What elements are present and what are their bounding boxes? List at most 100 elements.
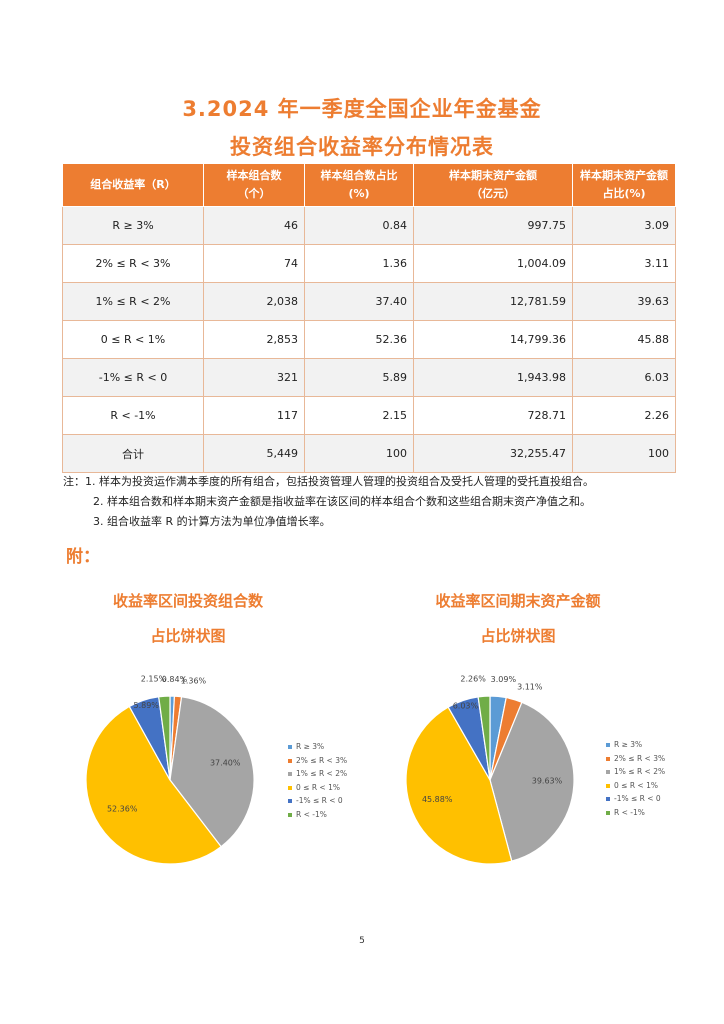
table-row: R < -1% 117 2.15 728.71 2.26: [62, 396, 676, 435]
table-cell: -1% ≤ R < 0: [62, 358, 204, 397]
table-cell: 5.89: [304, 358, 414, 397]
pie1-legend-label: 1% ≤ R < 2%: [296, 769, 348, 778]
table-cell: 37.40: [304, 282, 414, 321]
table-cell: 2.26: [572, 396, 676, 435]
pie2-data-label-4: 6.03%: [453, 702, 479, 711]
table-cell: 1,004.09: [413, 244, 573, 283]
table-cell: 45.88: [572, 320, 676, 359]
header-asset-share-text: 样本期末资产金额 占比(%): [580, 169, 668, 200]
pie1-slice-2: [169, 696, 255, 848]
table-cell: 1% ≤ R < 2%: [62, 282, 204, 321]
pie1-legend-item: 1% ≤ R < 2%: [288, 767, 347, 781]
pie1-data-label-5: 2.15%: [141, 675, 167, 684]
chart2-title-line2: 占比饼状图: [480, 627, 556, 645]
table-cell: 52.36: [304, 320, 414, 359]
pie2-slice-2: [489, 701, 575, 862]
pie1-legend-item: 2% ≤ R < 3%: [288, 754, 347, 768]
report-title-line2: 投资组合收益率分布情况表: [230, 135, 494, 159]
table-cell: 74: [203, 244, 305, 283]
portfolio-count-pie-chart: 0.84%1.36% 37.40% 52.36% 5.89% 2.15%: [85, 675, 255, 865]
pie2-legend-label: -1% ≤ R < 0: [614, 794, 661, 803]
table-cell: 46: [203, 206, 305, 245]
pie2-legend-item: R ≥ 3%: [606, 738, 665, 752]
chart2-legend: R ≥ 3% 2% ≤ R < 3% 1% ≤ R < 2% 0 ≤ R < 1% -1…: [606, 738, 665, 819]
pie1-legend-swatch: [288, 772, 292, 776]
pie2-data-label-3: 45.88%: [422, 795, 453, 804]
pie1-legend-swatch: [288, 758, 292, 763]
pie2-legend-label: 1% ≤ R < 2%: [614, 767, 666, 776]
report-title-line1: 3.2024 年一季度全国企业年金基金: [182, 97, 542, 121]
note-3: 3. 组合收益率 R 的计算方法为单位净值增长率。: [93, 515, 331, 528]
header-portfolio-share: 样本组合数占比 (%): [304, 163, 414, 207]
pie1-legend-label: R < -1%: [296, 809, 327, 819]
pie1-legend-label: R ≥ 3%: [296, 742, 325, 751]
pie2-legend-item: 2% ≤ R < 3%: [606, 752, 665, 766]
table-row: 0 ≤ R < 1% 2,853 52.36 14,799.36 45.88: [62, 320, 676, 359]
table-cell: 1.36: [304, 244, 414, 283]
table-cell: 117: [203, 396, 305, 435]
table-cell: 100: [572, 434, 676, 473]
table-cell: 2,038: [203, 282, 305, 321]
pie2-legend-swatch: [606, 770, 610, 774]
pie1-legend-swatch: [288, 812, 292, 817]
pie2-legend-item: R < -1%: [606, 806, 665, 820]
table-cell: 5,449: [203, 434, 305, 473]
table-cell: 0.84: [304, 206, 414, 245]
pie2-data-label-2: 39.63%: [532, 777, 563, 786]
pie2-legend-swatch: [606, 756, 610, 761]
table-cell: 0 ≤ R < 1%: [62, 320, 204, 359]
table-cell: 合计: [62, 434, 204, 473]
pie1-data-label-0: 0.84%: [162, 675, 188, 684]
pie1-legend-label: 0 ≤ R < 1%: [296, 782, 340, 792]
pie2-legend-item: 0 ≤ R < 1%: [606, 779, 665, 793]
pie2-legend-item: 1% ≤ R < 2%: [606, 765, 665, 779]
header-portfolio-share-text: 样本组合数占比 (%): [320, 169, 398, 200]
header-portfolio-count-text: 样本组合数 （个）: [226, 169, 282, 200]
pie1-legend-item: R < -1%: [288, 808, 347, 822]
pie2-legend-swatch: [606, 743, 610, 747]
table-row: R ≥ 3% 46 0.84 997.75 3.09: [62, 206, 676, 245]
pie1-slice-5: [158, 695, 171, 781]
table-cell: 1,943.98: [413, 358, 573, 397]
table-cell: 6.03: [572, 358, 676, 397]
table-cell: 2,853: [203, 320, 305, 359]
pie1-legend-label: -1% ≤ R < 0: [296, 796, 343, 805]
table-cell: R < -1%: [62, 396, 204, 435]
pie2-data-label-0: 3.09%: [491, 675, 517, 684]
pie2-slice-3: [405, 706, 513, 865]
table-cell: 3.09: [572, 206, 676, 245]
header-asset-share: 样本期末资产金额 占比(%): [572, 163, 676, 207]
table-row: -1% ≤ R < 0 321 5.89 1,943.98 6.03: [62, 358, 676, 397]
table-cell: 12,781.59: [413, 282, 573, 321]
pie2-legend-swatch: [606, 783, 610, 788]
table-notes: 注：1. 样本为投资运作满本季度的所有组合，包括投资管理人管理的投资组合及受托人…: [63, 472, 594, 532]
table-cell: 3.11: [572, 244, 676, 283]
table-header-row: 组合收益率（R） 样本组合数 （个） 样本组合数占比 (%) 样本期末资产金额 …: [62, 163, 676, 207]
pie1-data-label-3: 52.36%: [107, 804, 138, 813]
pie2-data-label-1: 3.11%: [517, 682, 543, 691]
pie1-data-label-1: 1.36%: [181, 676, 207, 685]
table-cell: 100: [304, 434, 414, 473]
table-cell: 14,799.36: [413, 320, 573, 359]
pie1-legend-item: R ≥ 3%: [288, 740, 347, 754]
header-asset-amount: 样本期末资产金额 （亿元）: [413, 163, 573, 207]
chart1-title-line2: 占比饼状图: [150, 627, 226, 645]
header-portfolio-count: 样本组合数 （个）: [203, 163, 305, 207]
header-asset-amount-text: 样本期末资产金额 （亿元）: [449, 169, 537, 200]
table-cell: 321: [203, 358, 305, 397]
header-return-rate: 组合收益率（R）: [62, 163, 204, 207]
pie2-legend-swatch: [606, 797, 610, 801]
table-cell: 2.15: [304, 396, 414, 435]
table-cell: 2% ≤ R < 3%: [62, 244, 204, 283]
pie1-legend-swatch: [288, 785, 292, 790]
chart1-title-line1: 收益率区间投资组合数: [112, 592, 263, 610]
table-cell: 32,255.47: [413, 434, 573, 473]
pie1-data-label-2: 37.40%: [210, 758, 241, 767]
table-cell: R ≥ 3%: [62, 206, 204, 245]
pie2-slice-5: [477, 695, 491, 781]
chart2-title-line1: 收益率区间期末资产金额: [435, 592, 601, 610]
pie1-data-label-4: 5.89%: [133, 701, 159, 710]
pie2-legend-label: 0 ≤ R < 1%: [614, 780, 658, 790]
pie1-legend-swatch: [288, 799, 292, 803]
chart1-legend: R ≥ 3% 2% ≤ R < 3% 1% ≤ R < 2% 0 ≤ R < 1% -1…: [288, 740, 347, 821]
